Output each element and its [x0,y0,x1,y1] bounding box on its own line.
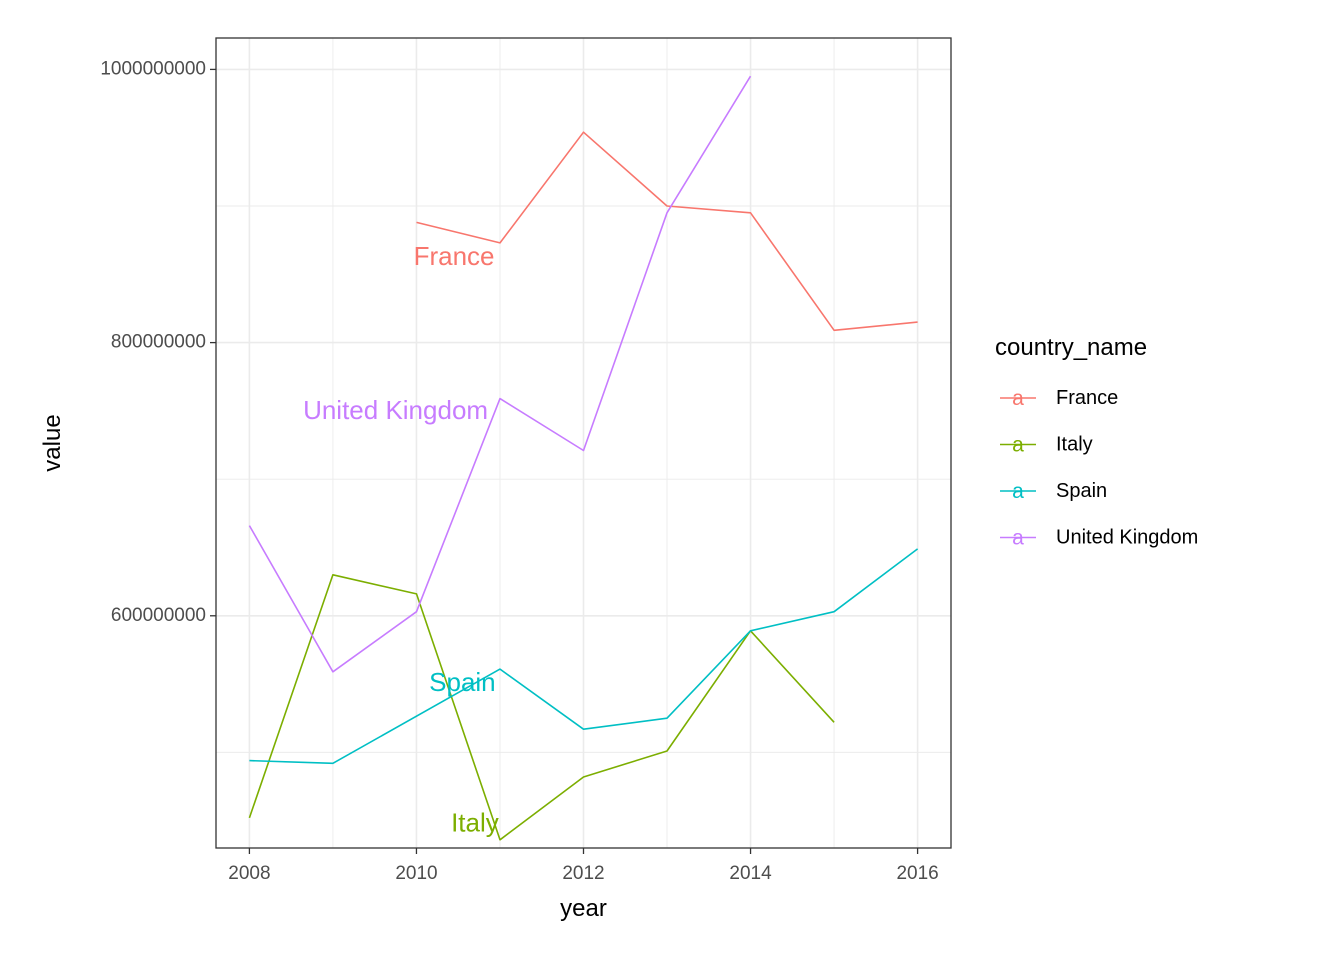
y-tick-label: 1000000000 [100,58,206,79]
series-line-spain [249,548,919,765]
grid-lines [216,38,951,848]
series-label-france: France [414,241,495,271]
series-labels: France Italy Spain United Kingdom [303,241,499,838]
x-tick-label: 2010 [395,863,437,884]
x-tick-label: 2016 [896,863,938,884]
legend-items: a France a Italy a Spain a United Kingdom [1000,387,1198,550]
y-axis-title: value [39,414,66,471]
legend: country_name a France a Italy a Spain a United … [995,334,1198,550]
legend-key-glyph-france: a [1012,387,1024,410]
series-label-united-kingdom: United Kingdom [303,395,488,425]
series-line-united-kingdom [248,75,752,673]
legend-label-france: France [1056,387,1118,409]
x-tick-label: 2008 [228,863,270,884]
series-line-italy [248,573,835,841]
series-label-spain: Spain [429,667,496,697]
legend-key-glyph-united-kingdom: a [1012,527,1024,550]
legend-title: country_name [995,334,1147,361]
x-tick-label: 2014 [729,863,772,884]
x-axis-title: year [560,895,607,922]
x-tick-label: 2012 [562,863,604,884]
y-tick-label: 800000000 [111,332,206,353]
series-label-italy: Italy [451,808,499,838]
legend-label-italy: Italy [1056,434,1093,456]
legend-label-united-kingdom: United Kingdom [1056,527,1198,549]
legend-label-spain: Spain [1056,480,1107,502]
y-tick-label: 600000000 [111,605,206,626]
axes: 600000000 800000000 1000000000 2008 2010 2012… [100,58,938,884]
series-lines [248,75,919,841]
legend-key-glyph-italy: a [1012,434,1024,457]
legend-key-glyph-spain: a [1012,480,1024,503]
series-line-france [416,131,918,332]
